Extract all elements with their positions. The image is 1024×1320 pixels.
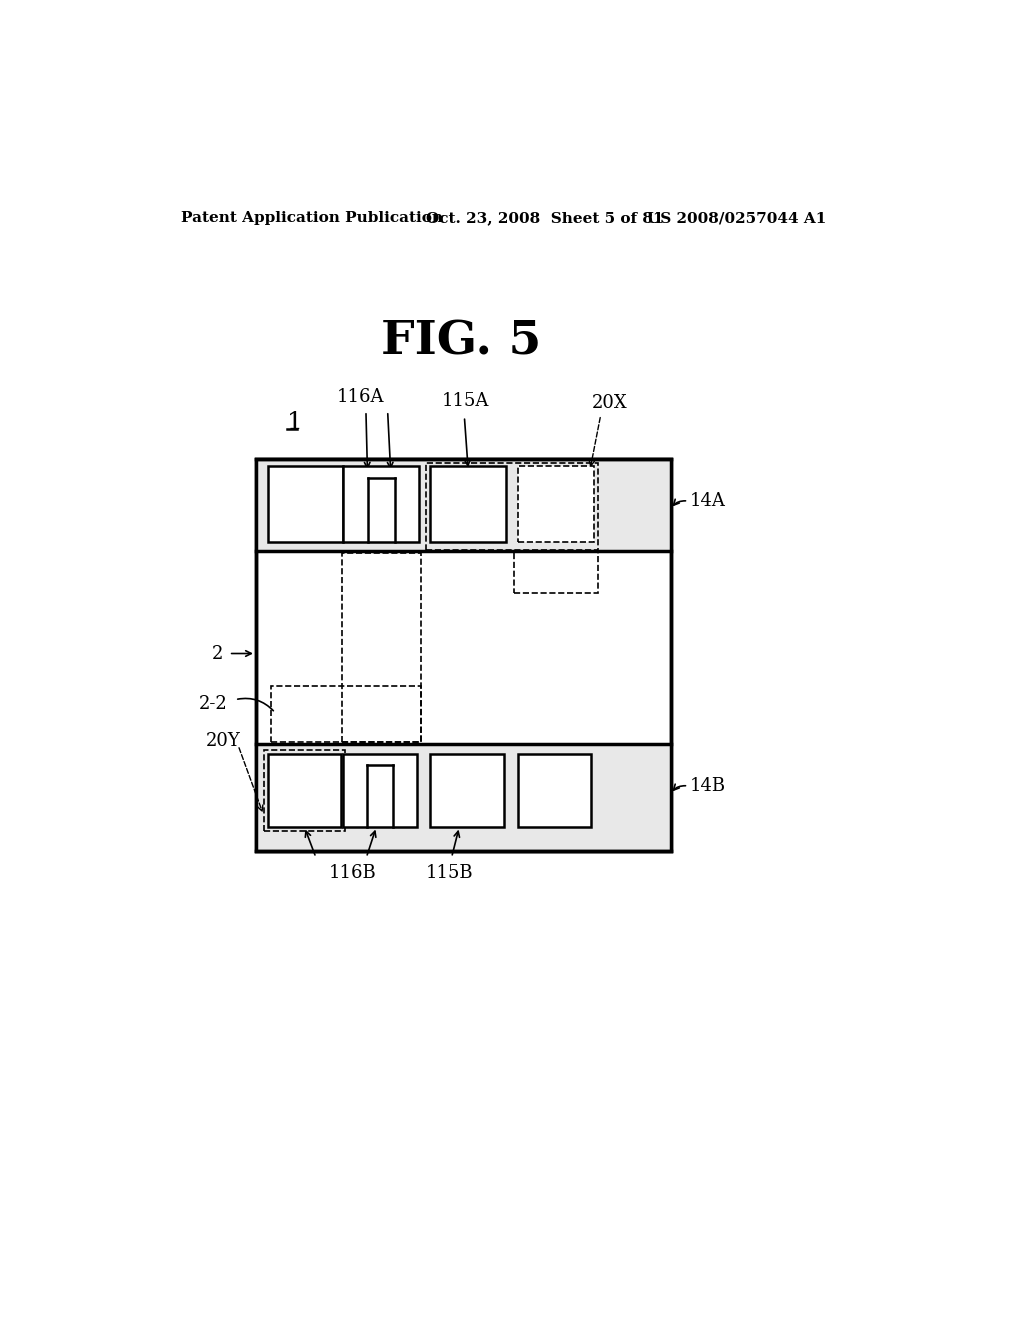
Bar: [267, 466, 343, 543]
Bar: [263, 750, 345, 830]
Bar: [518, 466, 594, 543]
Text: 14A: 14A: [690, 492, 726, 510]
Bar: [267, 754, 341, 826]
Bar: [256, 459, 671, 851]
Text: FIG. 5: FIG. 5: [381, 318, 542, 364]
Bar: [256, 743, 671, 851]
Bar: [343, 754, 417, 826]
Bar: [271, 686, 421, 742]
Bar: [342, 553, 421, 742]
Text: 115B: 115B: [426, 865, 473, 882]
Text: Oct. 23, 2008  Sheet 5 of 81: Oct. 23, 2008 Sheet 5 of 81: [426, 211, 664, 226]
Text: 116B: 116B: [329, 865, 377, 882]
Text: 20Y: 20Y: [206, 733, 241, 750]
Text: 1: 1: [287, 411, 303, 434]
Bar: [430, 754, 504, 826]
Bar: [256, 459, 671, 851]
Bar: [514, 552, 598, 594]
Bar: [343, 466, 420, 543]
Text: 20X: 20X: [592, 395, 628, 412]
Bar: [430, 466, 506, 543]
Text: 2-2: 2-2: [199, 694, 227, 713]
Text: 2: 2: [211, 644, 223, 663]
Text: 116A: 116A: [337, 388, 384, 407]
Bar: [518, 754, 592, 826]
Text: US 2008/0257044 A1: US 2008/0257044 A1: [647, 211, 826, 226]
Bar: [426, 462, 598, 549]
Bar: [256, 459, 671, 552]
Text: 115A: 115A: [441, 392, 488, 411]
Text: Patent Application Publication: Patent Application Publication: [180, 211, 442, 226]
Text: 14B: 14B: [690, 777, 726, 795]
